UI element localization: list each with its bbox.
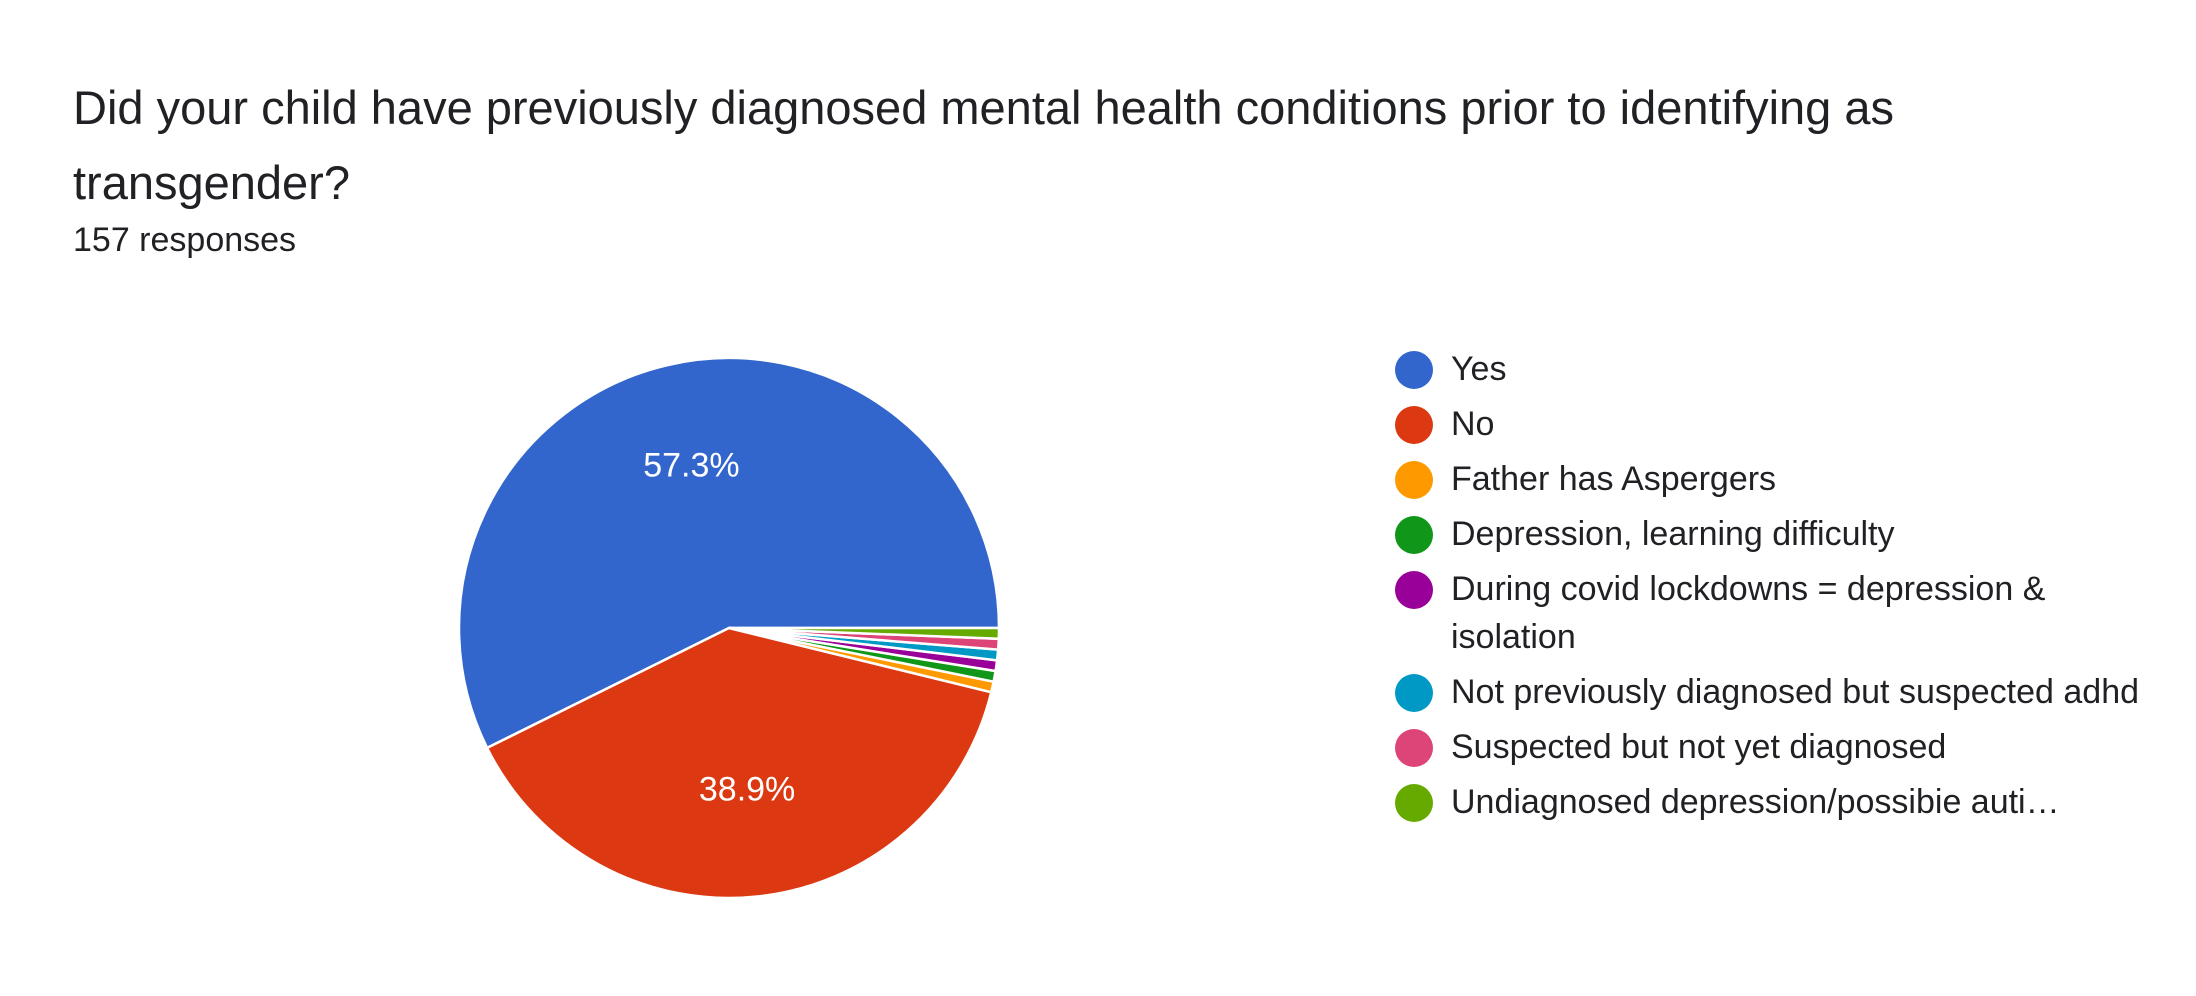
legend-item-4: During covid lockdowns = depression & is… [1395,565,2175,661]
question-title: Did your child have previously diagnosed… [73,81,1894,209]
legend-swatch-icon [1395,674,1433,712]
pie-slice-1 [485,626,993,900]
legend-item-6: Suspected but not yet diagnosed [1395,723,2175,771]
legend-swatch-icon [1395,351,1433,389]
legend-label: Not previously diagnosed but suspected a… [1451,673,2140,711]
legend-label: No [1451,405,1495,443]
legend-item-0: Yes [1395,345,2175,393]
legend-item-1: No [1395,400,2175,448]
pie-slice-label-1: 38.9% [699,771,795,809]
legend-swatch-icon [1395,406,1433,444]
legend-label: Yes [1451,350,1507,388]
legend-label: During covid lockdowns = depression & is… [1451,570,2046,656]
legend-swatch-icon [1395,784,1433,822]
legend-swatch-icon [1395,461,1433,499]
legend-label: Undiagnosed depression/possibie auti… [1451,783,2060,821]
legend-item-5: Not previously diagnosed but suspected a… [1395,668,2175,716]
pie-slice-0 [457,356,1001,750]
legend-label: Depression, learning difficulty [1451,515,1895,553]
legend-swatch-icon [1395,729,1433,767]
response-count: 157 responses [73,221,297,259]
pie-slice-label-0: 57.3% [643,447,739,485]
legend-item-2: Father has Aspergers [1395,455,2175,503]
legend-swatch-icon [1395,571,1433,609]
legend-label: Father has Aspergers [1451,460,1777,498]
pie-slice-7 [728,626,1001,641]
legend-swatch-icon [1395,516,1433,554]
chart-legend: Yes No Father has Aspergers Depression, lea… [1395,345,2175,833]
legend-item-7: Undiagnosed depression/possibie auti… [1395,778,2175,826]
legend-item-3: Depression, learning difficulty [1395,510,2175,558]
legend-label: Suspected but not yet diagnosed [1451,728,1947,766]
